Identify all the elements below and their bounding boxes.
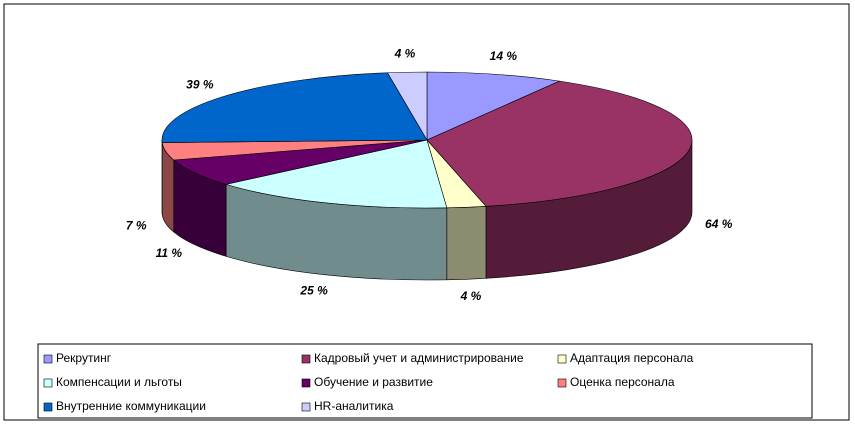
data-label: 64 %: [705, 217, 733, 231]
data-label: 39 %: [186, 77, 214, 91]
legend-swatch: [44, 403, 52, 411]
legend-swatch: [44, 355, 52, 363]
legend-swatch: [302, 379, 310, 387]
legend-swatch: [44, 379, 52, 387]
legend-label: Внутренние коммуникации: [56, 399, 206, 413]
data-label: 7 %: [126, 219, 147, 233]
legend-label: Оценка персонала: [570, 375, 675, 389]
legend-label: Адаптация персонала: [570, 351, 694, 365]
data-label: 11 %: [156, 246, 183, 260]
legend-swatch: [558, 355, 566, 363]
data-label: 25 %: [299, 284, 328, 298]
data-label: 4 %: [394, 46, 416, 60]
data-label: 4 %: [460, 289, 482, 303]
legend-swatch: [302, 355, 310, 363]
legend-label: HR-аналитика: [314, 399, 394, 413]
slice-side: [447, 206, 486, 280]
legend-label: Рекрутинг: [56, 351, 112, 365]
legend-label: Кадровый учет и администрирование: [314, 351, 524, 365]
legend-swatch: [302, 403, 310, 411]
legend-swatch: [558, 379, 566, 387]
legend-label: Обучение и развитие: [314, 375, 433, 389]
legend-label: Компенсации и льготы: [56, 375, 182, 389]
data-label: 14 %: [490, 49, 518, 63]
